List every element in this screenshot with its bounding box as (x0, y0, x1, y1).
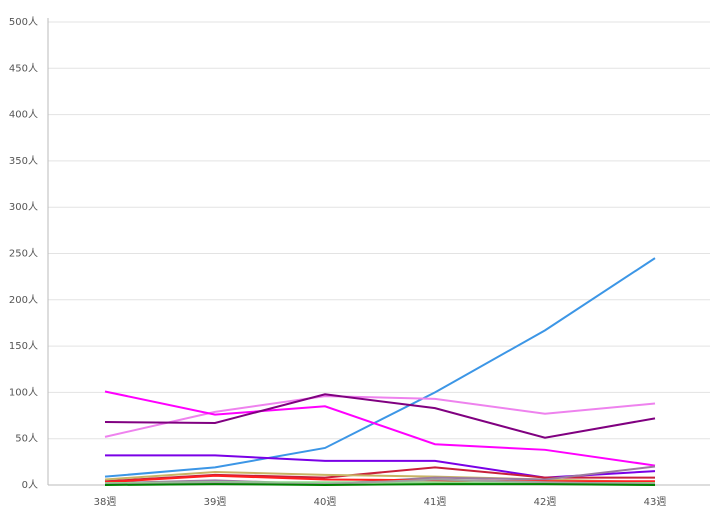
series-line (104, 471, 656, 484)
x-tick-label: 43週 (644, 496, 667, 508)
y-tick-label: 500人 (9, 16, 38, 28)
y-tick-label: 100人 (9, 386, 38, 398)
y-tick-label: 250人 (9, 248, 38, 260)
y-tick-label: 200人 (9, 294, 38, 306)
x-tick-label: 41週 (424, 496, 447, 508)
y-tick-label: 350人 (9, 155, 38, 167)
series-line (104, 395, 656, 438)
x-tick-label: 38週 (94, 496, 117, 508)
series-line (104, 483, 656, 487)
y-tick-label: 400人 (9, 109, 38, 121)
series-line (104, 390, 656, 467)
x-tick-label: 39週 (204, 496, 227, 508)
y-tick-label: 450人 (9, 62, 38, 74)
y-tick-label: 150人 (9, 340, 38, 352)
x-tick-label: 40週 (314, 496, 337, 508)
x-tick-label: 42週 (534, 496, 557, 508)
series-line (104, 474, 655, 484)
series-line (104, 257, 656, 478)
y-tick-label: 300人 (9, 201, 38, 213)
series-line (104, 393, 656, 439)
y-tick-label: 0人 (22, 479, 38, 491)
y-tick-label: 50人 (15, 433, 38, 445)
